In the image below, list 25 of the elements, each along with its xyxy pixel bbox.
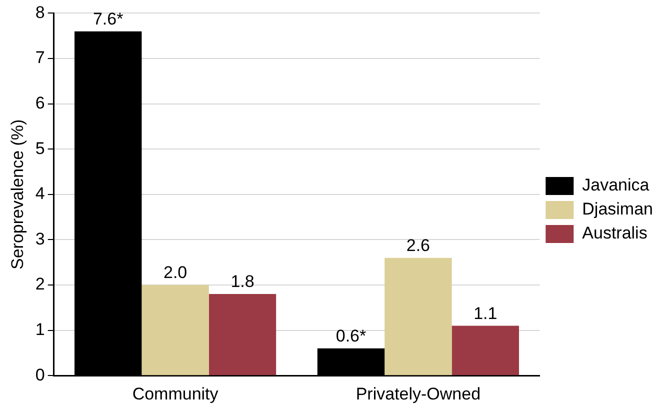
bar: [208, 294, 276, 376]
data-label: 2.6: [406, 236, 430, 256]
y-tick-label: 8: [35, 2, 45, 22]
x-tick-label: Privately-Owned: [356, 384, 481, 404]
bar: [452, 326, 519, 376]
bar: [142, 285, 209, 376]
data-label: 0.6*: [336, 326, 367, 346]
y-tick-label: 0: [35, 365, 45, 384]
y-tick-label: 1: [35, 320, 45, 339]
y-tick-label: 5: [35, 138, 45, 158]
legend-label: Djasiman: [582, 200, 654, 219]
y-tick-label: 2: [35, 274, 45, 294]
data-label: 1.1: [474, 304, 498, 323]
data-label: 1.8: [230, 272, 254, 292]
legend-label: Australis: [582, 224, 648, 243]
bar: [384, 258, 452, 376]
y-tick-label: 3: [35, 229, 45, 248]
y-axis-title: Seroprevalence (%): [8, 119, 27, 270]
y-tick-label: 7: [35, 48, 45, 68]
x-tick-label: Community: [132, 384, 219, 404]
data-label: 7.6*: [92, 10, 124, 29]
data-label: 2.0: [163, 263, 188, 282]
y-tick-label: 6: [35, 93, 45, 112]
y-tick-label: 4: [35, 184, 45, 204]
legend-label: Javanica: [582, 176, 650, 195]
